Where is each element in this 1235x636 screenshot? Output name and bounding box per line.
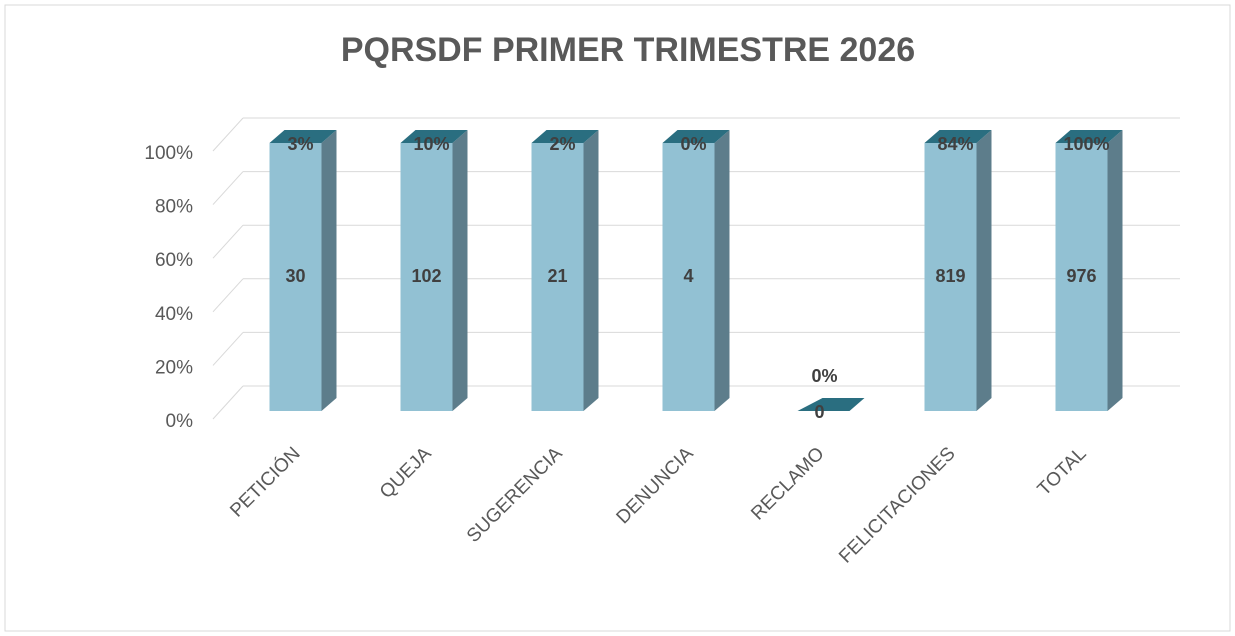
bar-face: [531, 143, 584, 411]
chart-border: [4, 4, 1231, 632]
bar: [797, 398, 865, 411]
grid-line-depth: [212, 117, 244, 152]
bar-face: [400, 143, 453, 411]
percent-label: 10%: [413, 134, 449, 154]
bar: [662, 130, 730, 411]
chart-title: PQRSDF PRIMER TRIMESTRE 2026: [341, 31, 915, 69]
bar-face: [269, 143, 322, 411]
y-tick-label: 60%: [155, 250, 193, 271]
y-tick-label: 100%: [144, 143, 193, 164]
value-label: 4: [683, 266, 693, 286]
bar-face: [400, 130, 468, 143]
grid-line-depth: [212, 224, 244, 259]
y-tick-label: 40%: [155, 304, 193, 325]
bar-face: [662, 130, 730, 143]
percent-label: 100%: [1063, 134, 1109, 154]
bar-face: [1055, 143, 1108, 411]
bar-face: [531, 130, 599, 143]
grid-line-depth: [212, 332, 244, 366]
grid-line-depth: [212, 278, 244, 313]
bar: [269, 130, 337, 411]
bar-face: [583, 130, 599, 411]
value-label: 976: [1066, 266, 1096, 286]
grid-line-depth: [212, 171, 244, 205]
value-label: 0: [814, 402, 824, 422]
bar: [1055, 130, 1123, 411]
percent-label: 3%: [287, 134, 313, 154]
bar: [924, 130, 992, 411]
bar-face: [1107, 130, 1123, 411]
y-tick-label: 20%: [155, 357, 193, 378]
bar-face: [269, 130, 337, 143]
grid-line-depth: [212, 385, 244, 420]
bar-face: [321, 130, 337, 411]
bar-face: [924, 130, 992, 143]
bar-face: [662, 143, 715, 411]
bar-face: [452, 130, 468, 411]
percent-label: 2%: [549, 134, 575, 154]
value-label: 102: [411, 266, 441, 286]
y-tick-label: 0%: [166, 411, 194, 432]
value-label: 819: [935, 266, 965, 286]
percent-label: 0%: [811, 366, 837, 386]
bar-face: [924, 143, 977, 411]
bar: [400, 130, 468, 411]
value-label: 21: [547, 266, 567, 286]
y-tick-label: 80%: [155, 197, 193, 218]
percent-label: 84%: [937, 134, 973, 154]
bar-face: [714, 130, 730, 411]
bar-face: [1055, 130, 1123, 143]
percent-label: 0%: [680, 134, 706, 154]
value-label: 30: [285, 266, 305, 286]
bar-face: [976, 130, 992, 411]
bar: [531, 130, 599, 411]
